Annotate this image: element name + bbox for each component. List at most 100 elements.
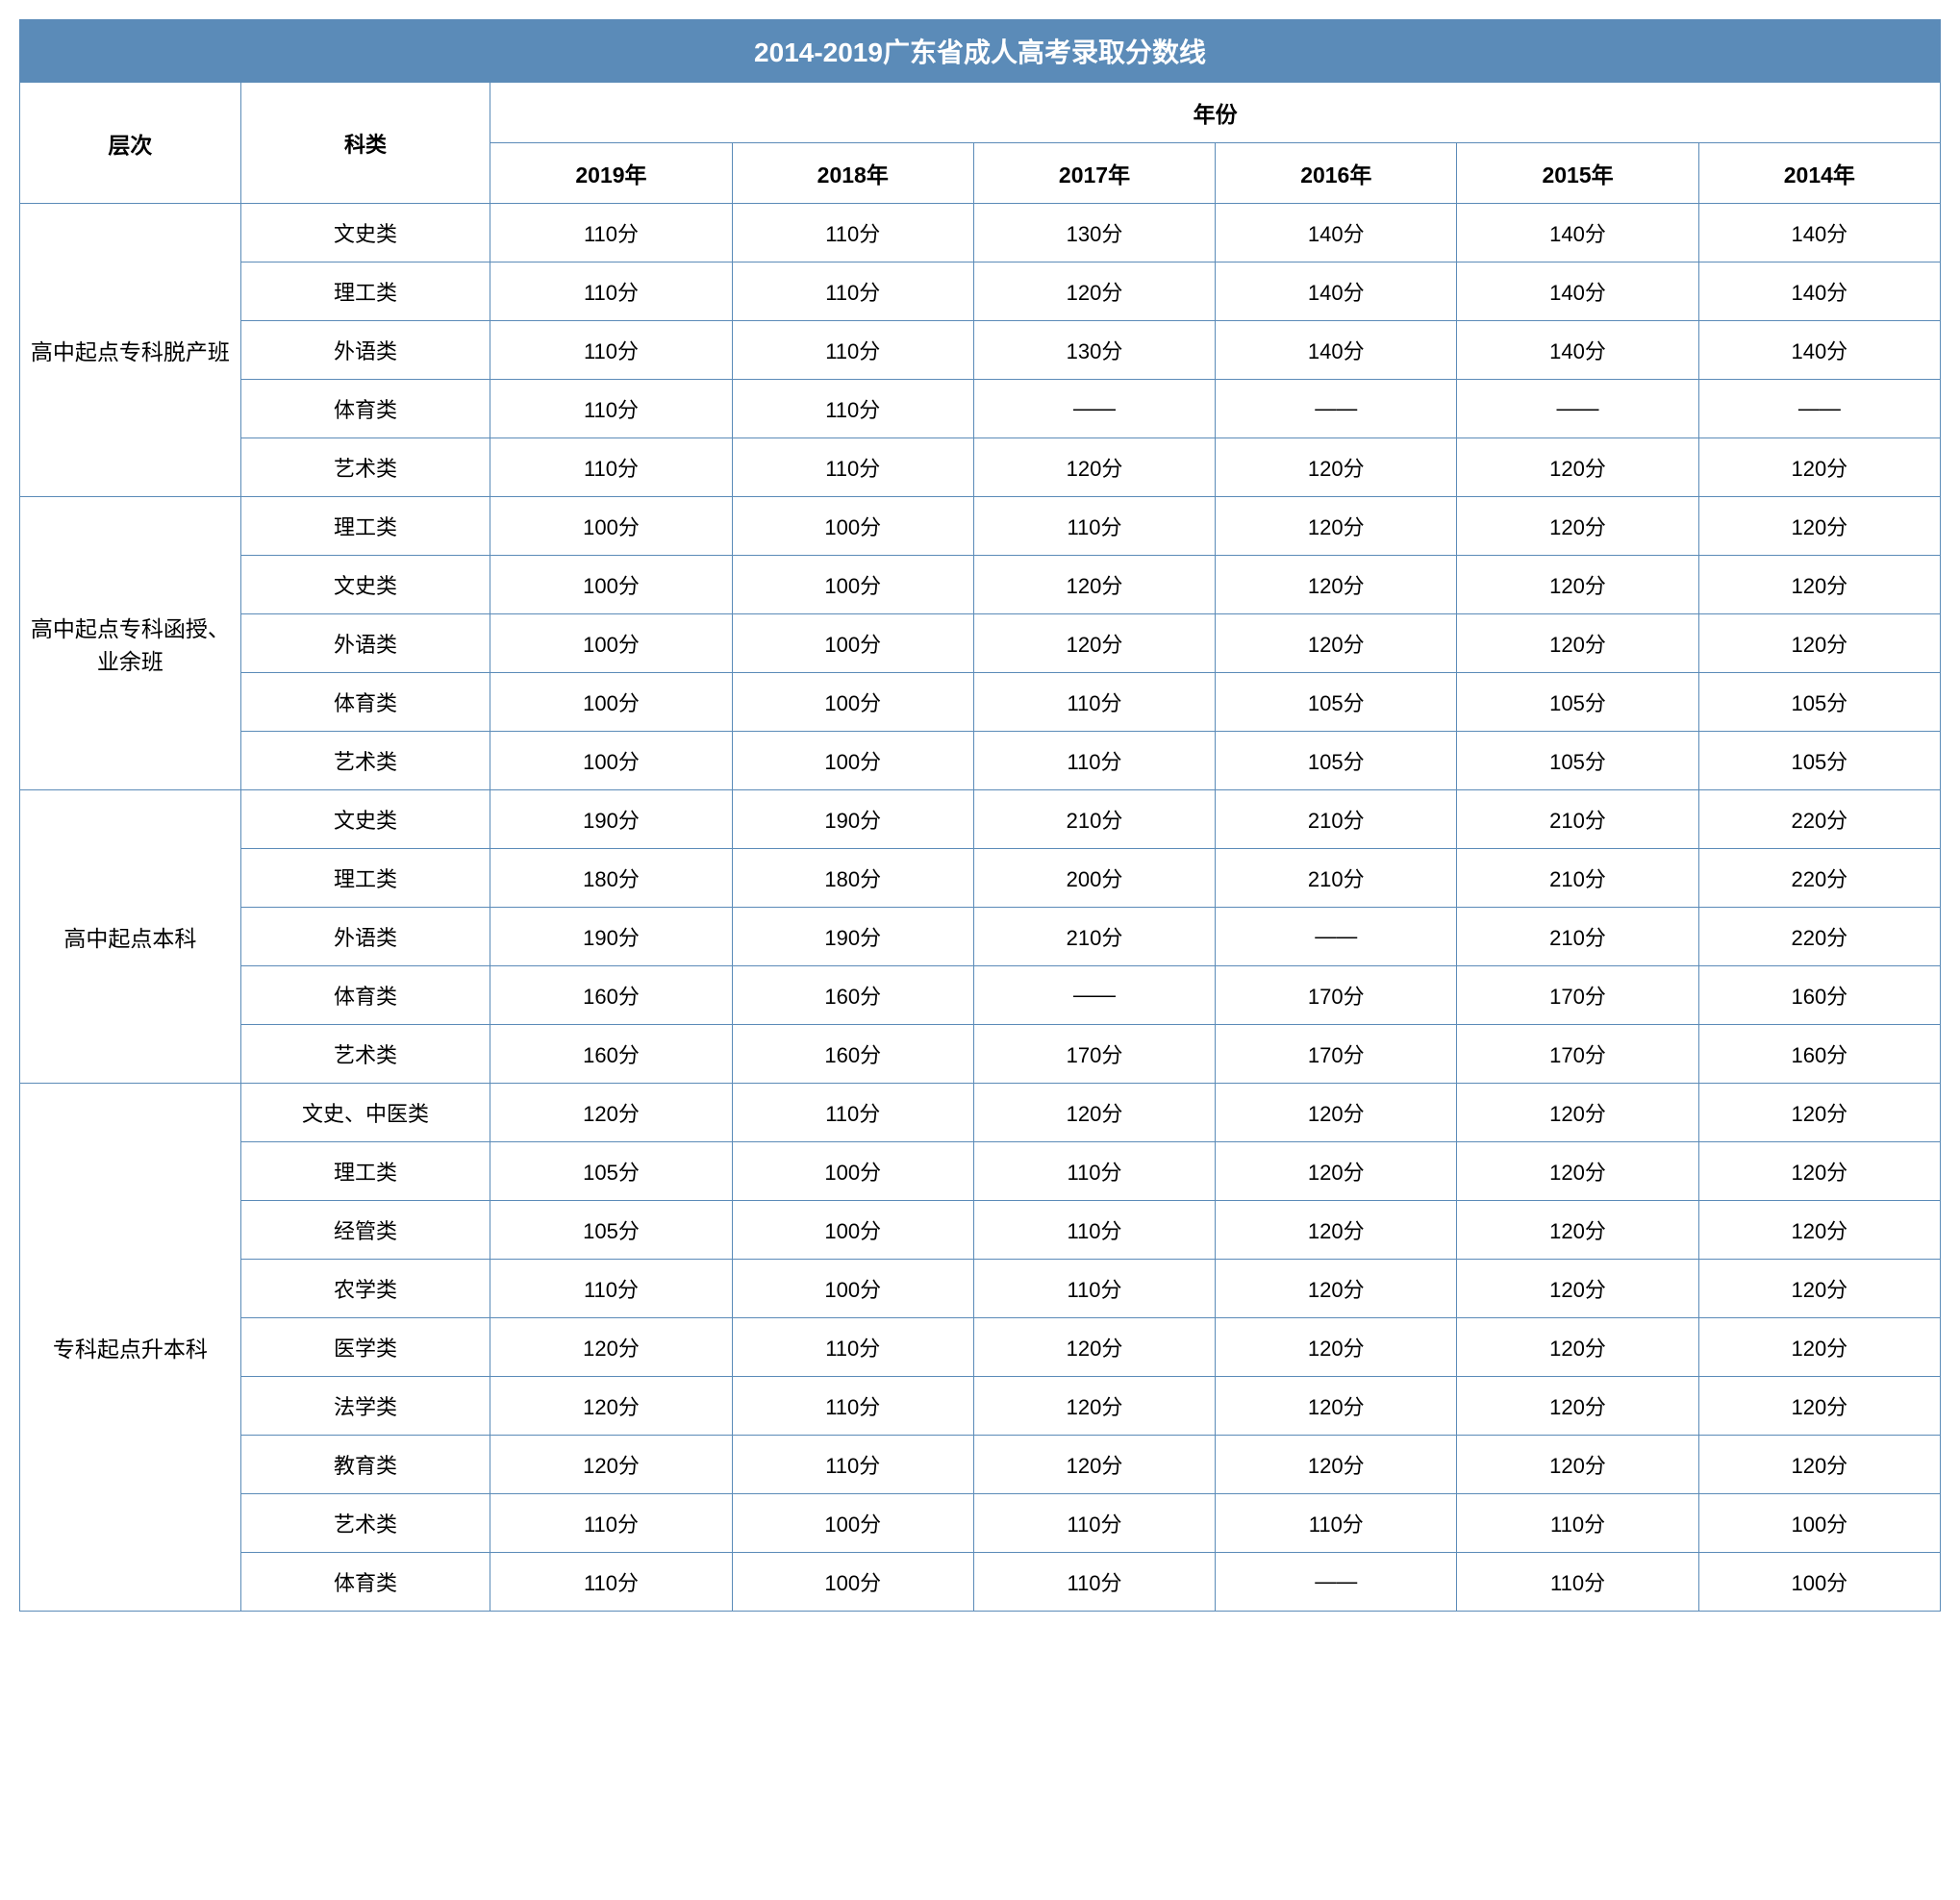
score-table: 2014-2019广东省成人高考录取分数线 层次 科类 年份 2019年2018… xyxy=(19,19,1941,1612)
score-cell: 160分 xyxy=(732,966,973,1025)
score-cell: 110分 xyxy=(732,1084,973,1142)
score-cell: 110分 xyxy=(732,262,973,321)
subject-cell: 教育类 xyxy=(240,1436,490,1494)
score-cell: 190分 xyxy=(732,908,973,966)
score-cell: 110分 xyxy=(973,1494,1215,1553)
score-cell: 100分 xyxy=(490,497,732,556)
score-cell: 110分 xyxy=(1457,1553,1698,1612)
score-cell: 105分 xyxy=(1698,673,1940,732)
subject-cell: 艺术类 xyxy=(240,438,490,497)
score-cell: 130分 xyxy=(973,321,1215,380)
table-row: 专科起点升本科文史、中医类120分110分120分120分120分120分 xyxy=(20,1084,1941,1142)
score-cell: 210分 xyxy=(1216,790,1457,849)
score-cell: 120分 xyxy=(1216,1201,1457,1260)
score-cell: 105分 xyxy=(1698,732,1940,790)
subject-cell: 理工类 xyxy=(240,1142,490,1201)
score-cell: 110分 xyxy=(490,1553,732,1612)
score-cell: 120分 xyxy=(1216,1377,1457,1436)
table-body: 高中起点专科脱产班文史类110分110分130分140分140分140分理工类1… xyxy=(20,204,1941,1612)
score-cell: 140分 xyxy=(1216,321,1457,380)
score-cell: 130分 xyxy=(973,204,1215,262)
score-cell: 120分 xyxy=(973,262,1215,321)
score-cell: 100分 xyxy=(732,1260,973,1318)
score-cell: 100分 xyxy=(732,556,973,614)
score-cell: 100分 xyxy=(490,732,732,790)
table-row: 法学类120分110分120分120分120分120分 xyxy=(20,1377,1941,1436)
header-year-1: 2018年 xyxy=(732,143,973,204)
score-cell: 120分 xyxy=(1698,438,1940,497)
table-row: 高中起点专科脱产班文史类110分110分130分140分140分140分 xyxy=(20,204,1941,262)
table-row: 理工类180分180分200分210分210分220分 xyxy=(20,849,1941,908)
score-cell: 120分 xyxy=(1698,556,1940,614)
score-cell: 120分 xyxy=(1698,497,1940,556)
score-cell: —— xyxy=(1216,1553,1457,1612)
table-row: 艺术类110分100分110分110分110分100分 xyxy=(20,1494,1941,1553)
table-row: 高中起点本科文史类190分190分210分210分210分220分 xyxy=(20,790,1941,849)
subject-cell: 理工类 xyxy=(240,497,490,556)
score-cell: 105分 xyxy=(1457,673,1698,732)
score-cell: 170分 xyxy=(1457,966,1698,1025)
score-cell: 140分 xyxy=(1698,204,1940,262)
score-cell: 110分 xyxy=(1216,1494,1457,1553)
title-row: 2014-2019广东省成人高考录取分数线 xyxy=(20,20,1941,83)
table-title: 2014-2019广东省成人高考录取分数线 xyxy=(20,20,1941,83)
score-table-container: 2014-2019广东省成人高考录取分数线 层次 科类 年份 2019年2018… xyxy=(19,19,1941,1612)
subject-cell: 理工类 xyxy=(240,849,490,908)
score-cell: 120分 xyxy=(1216,1260,1457,1318)
score-cell: 120分 xyxy=(1457,556,1698,614)
score-cell: 110分 xyxy=(973,497,1215,556)
score-cell: 120分 xyxy=(1457,1260,1698,1318)
header-year-0: 2019年 xyxy=(490,143,732,204)
score-cell: 120分 xyxy=(1457,1201,1698,1260)
score-cell: 120分 xyxy=(1698,1318,1940,1377)
level-cell: 高中起点本科 xyxy=(20,790,241,1084)
score-cell: 120分 xyxy=(1216,1436,1457,1494)
score-cell: —— xyxy=(1457,380,1698,438)
score-cell: 100分 xyxy=(490,556,732,614)
score-cell: 110分 xyxy=(490,262,732,321)
table-row: 外语类110分110分130分140分140分140分 xyxy=(20,321,1941,380)
header-year-4: 2015年 xyxy=(1457,143,1698,204)
score-cell: 120分 xyxy=(1457,438,1698,497)
score-cell: 120分 xyxy=(973,1084,1215,1142)
score-cell: 170分 xyxy=(1457,1025,1698,1084)
score-cell: 110分 xyxy=(490,1494,732,1553)
score-cell: 110分 xyxy=(732,1436,973,1494)
score-cell: 120分 xyxy=(1698,1377,1940,1436)
subject-cell: 文史类 xyxy=(240,790,490,849)
score-cell: 110分 xyxy=(973,1260,1215,1318)
score-cell: 170分 xyxy=(1216,966,1457,1025)
score-cell: 120分 xyxy=(973,556,1215,614)
score-cell: 110分 xyxy=(732,438,973,497)
score-cell: 120分 xyxy=(1216,438,1457,497)
score-cell: 100分 xyxy=(732,1553,973,1612)
score-cell: 120分 xyxy=(1457,1142,1698,1201)
header-row-1: 层次 科类 年份 xyxy=(20,83,1941,143)
score-cell: 105分 xyxy=(1457,732,1698,790)
subject-cell: 医学类 xyxy=(240,1318,490,1377)
score-cell: 160分 xyxy=(490,966,732,1025)
score-cell: 120分 xyxy=(490,1377,732,1436)
score-cell: 100分 xyxy=(732,1201,973,1260)
score-cell: 120分 xyxy=(1457,1084,1698,1142)
score-cell: 100分 xyxy=(732,1142,973,1201)
score-cell: 190分 xyxy=(490,790,732,849)
score-cell: 105分 xyxy=(1216,732,1457,790)
score-cell: 160分 xyxy=(732,1025,973,1084)
table-row: 外语类100分100分120分120分120分120分 xyxy=(20,614,1941,673)
score-cell: 180分 xyxy=(490,849,732,908)
score-cell: 210分 xyxy=(1457,908,1698,966)
score-cell: 120分 xyxy=(1698,1142,1940,1201)
score-cell: 120分 xyxy=(490,1318,732,1377)
subject-cell: 文史类 xyxy=(240,204,490,262)
score-cell: 105分 xyxy=(490,1201,732,1260)
subject-cell: 文史类 xyxy=(240,556,490,614)
score-cell: 120分 xyxy=(1457,1318,1698,1377)
table-row: 体育类100分100分110分105分105分105分 xyxy=(20,673,1941,732)
table-row: 理工类110分110分120分140分140分140分 xyxy=(20,262,1941,321)
score-cell: 110分 xyxy=(490,438,732,497)
score-cell: 220分 xyxy=(1698,849,1940,908)
score-cell: 120分 xyxy=(973,614,1215,673)
score-cell: 190分 xyxy=(490,908,732,966)
score-cell: 120分 xyxy=(1457,1377,1698,1436)
